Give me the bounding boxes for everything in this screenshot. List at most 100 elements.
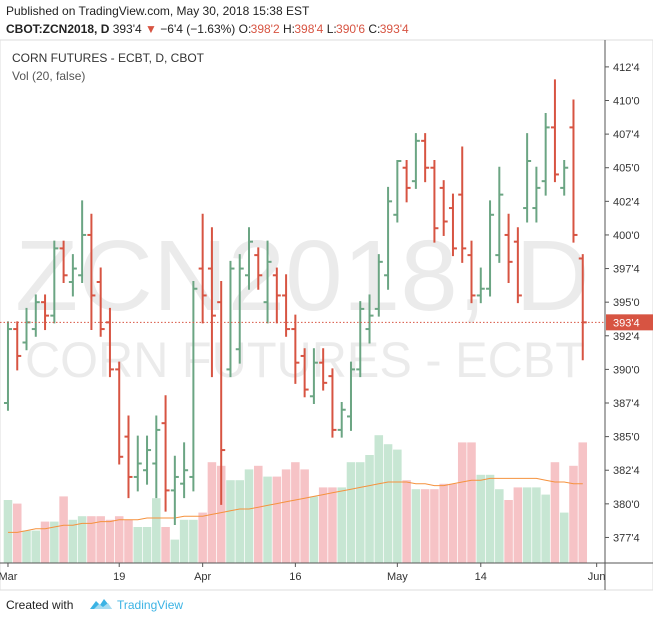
volume-bar [383,444,393,563]
volume-bar [495,489,504,563]
volume-bar [263,476,272,563]
y-tick-label: 395'0 [613,297,640,309]
volume-bar [59,496,68,563]
brand-link[interactable]: TradingView [117,598,184,612]
volume-bar [420,489,430,563]
ohlc-key: L: [326,22,337,36]
y-tick-label: 412'4 [613,62,640,74]
volume-bar [124,519,133,563]
volume-bar [198,512,207,563]
volume-bar [207,462,217,563]
y-tick-label: 377'4 [613,532,640,544]
ohlc-value: 390'6 [336,22,366,36]
volume-bar [402,480,411,563]
volume-bar [142,527,152,563]
volume-bar [448,483,458,563]
ohlc-key: H: [283,22,295,36]
axes: 377'4 380'0 382'4 385'0 387'4 390'0 392'4 395'0… [0,62,653,583]
volume-bar [40,521,50,563]
volume-bar [569,465,578,563]
volume-bar [133,527,143,563]
volume-bar [170,539,180,563]
volume-bar [541,494,550,563]
volume-bar [22,530,31,563]
y-tick-label: 380'0 [613,499,640,511]
ohlc-value: 393'4 [379,22,409,36]
volume-bar [161,527,170,563]
x-tick-label: 14 [475,571,487,583]
created-with: Created with [6,598,74,612]
volume-bar [272,476,282,563]
volume-bar [226,480,235,563]
volume-bar [50,521,59,563]
volume-bar [216,465,226,563]
y-tick-label: 385'0 [613,432,640,444]
volume-bar [522,487,532,563]
symbol: CBOT:ZCN2018, D [6,22,110,36]
y-tick-label: 390'0 [613,364,640,376]
volume-bar [309,496,319,563]
volume-pane [3,435,588,563]
volume-bar [179,519,189,563]
volume-bar [244,469,254,563]
volume-bar [318,487,328,563]
x-tick-label: 16 [289,571,301,583]
volume-bar [578,442,588,563]
x-tick-label: Jun [588,571,606,583]
volume-bar [281,469,291,563]
volume-bar [254,465,263,563]
volume-bar [476,474,486,563]
volume-bar [559,512,569,563]
volume-bar [457,442,467,563]
volume-label: Vol (20, false) [12,69,85,83]
y-tick-label: 407'4 [613,129,640,141]
volume-bar [105,519,115,563]
volume-bar [550,462,560,563]
tradingview-logo[interactable] [90,599,112,609]
volume-bar [504,500,513,563]
price-pane [0,79,605,526]
x-tick-label: Mar [0,571,18,583]
y-tick-label: 405'0 [613,163,640,175]
volume-bar [328,487,337,563]
x-tick-label: May [387,571,408,583]
published-line: Published on TradingView.com, May 30, 20… [6,4,310,18]
volume-bar [3,500,13,563]
volume-bar [346,462,356,563]
y-tick-label: 410'0 [613,96,640,108]
y-tick-label: 400'0 [613,230,640,242]
volume-bar [31,530,41,563]
volume-bar [393,449,402,563]
y-tick-label: 397'4 [613,264,640,276]
volume-bar [513,487,523,563]
ohlc-key: O: [238,22,252,36]
volume-bar [235,480,245,563]
y-tick-label: 382'4 [613,465,640,477]
last: 393'4 [112,22,142,36]
change-arrow: ▼ [145,22,157,36]
volume-bar [467,442,476,563]
change: −6'4 (−1.63%) [160,22,236,36]
y-tick-label: 392'4 [613,331,640,343]
volume-bar [12,503,22,563]
volume-bar [291,462,300,563]
quote-line: CBOT:ZCN2018, D 393'4 ▼ −6'4 (−1.63%) O:… [6,22,409,36]
volume-bar [152,498,161,563]
volume-bar [114,516,124,563]
last-price-box [606,314,653,331]
volume-bar [365,455,374,563]
volume-bar [68,519,78,563]
volume-bar [189,519,198,563]
volume-bar [411,489,421,563]
chart-title: CORN FUTURES - ECBT, D, CBOT [12,51,205,65]
volume-bar [300,469,309,563]
ohlc-key: C: [368,22,381,36]
x-tick-label: 19 [113,571,125,583]
volume-ma-line [8,477,583,533]
last-price-label: 393'4 [613,317,640,329]
volume-bar [485,474,495,563]
volume-bar [355,462,365,563]
volume-bar [430,489,439,563]
